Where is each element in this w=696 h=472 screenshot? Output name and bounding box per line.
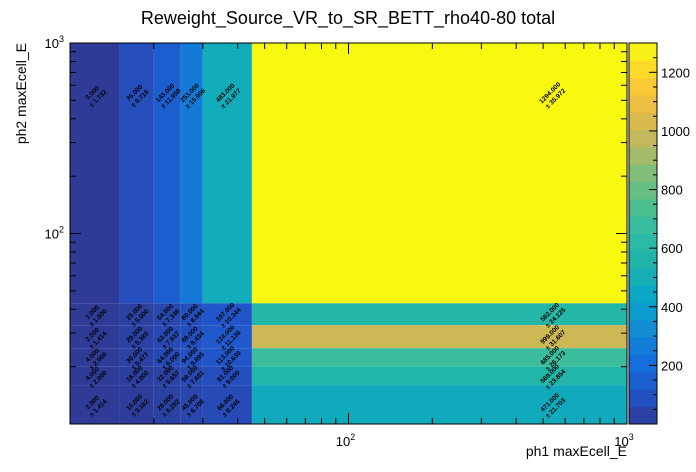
colorbar-tick-label: 1200	[661, 65, 690, 80]
heatmap-cell	[180, 43, 203, 304]
heatmap-cell	[70, 366, 120, 386]
colorbar-swatch	[629, 60, 657, 79]
colorbar-swatch	[629, 285, 657, 304]
heatmap-cell	[180, 325, 203, 349]
heatmap-cell	[202, 366, 252, 386]
heatmap-cell	[70, 303, 120, 326]
heatmap-cell	[180, 348, 203, 367]
heatmap-cell	[70, 385, 120, 424]
colorbar-swatch	[629, 198, 657, 217]
colorbar-swatch	[629, 43, 657, 61]
colorbar-swatch	[629, 302, 657, 321]
heatmap-cell	[180, 385, 203, 424]
heatmap-cell	[251, 366, 628, 386]
heatmap-cell	[251, 385, 628, 424]
colorbar-swatch	[629, 337, 657, 356]
heatmap-cell	[202, 325, 252, 349]
colorbar-tick-label: 1000	[661, 124, 690, 139]
heatmap-cell	[251, 325, 628, 349]
heatmap-cell	[153, 366, 181, 386]
heatmap-cell	[119, 303, 154, 326]
heatmap-cell	[70, 43, 120, 304]
colorbar-swatch	[629, 112, 657, 131]
heatmap-cell	[70, 348, 120, 367]
heatmap-cell	[251, 303, 628, 326]
heatmap-cell	[70, 325, 120, 349]
colorbar-tick-label: 400	[661, 300, 683, 315]
heatmap-cell	[202, 348, 252, 367]
colorbar-swatch	[629, 354, 657, 373]
heatmap-cell	[119, 43, 154, 304]
heatmap-cell	[251, 43, 628, 304]
x-tick-label: 103	[614, 432, 633, 449]
heatmap-cell	[153, 348, 181, 367]
y-tick-label: 102	[45, 225, 64, 242]
chart-title: Reweight_Source_VR_to_SR_BETT_rho40-80 t…	[141, 8, 555, 29]
colorbar-swatch	[629, 164, 657, 183]
colorbar-swatch	[629, 181, 657, 200]
heatmap-cells	[70, 43, 628, 424]
y-tick-label: 103	[45, 34, 64, 51]
colorbar-swatch	[629, 268, 657, 286]
colorbar-swatch	[629, 320, 657, 338]
colorbar: 200 400 600 800 1000 1200	[628, 42, 690, 425]
colorbar-swatch	[629, 77, 657, 96]
heatmap-cell	[153, 303, 181, 326]
heatmap-cell	[202, 385, 252, 424]
heatmap-cell	[119, 385, 154, 424]
colorbar-swatch	[629, 146, 657, 165]
heatmap-cell	[119, 348, 154, 367]
colorbar-swatch	[629, 94, 657, 113]
heatmap-cell	[251, 348, 628, 367]
heatmap-cell	[202, 303, 252, 326]
colorbar-swatch	[629, 129, 657, 148]
heatmap-cell	[153, 43, 181, 304]
x-axis-label: ph1 maxEcell_E	[526, 443, 627, 459]
heatmap-cell	[153, 325, 181, 349]
heatmap-cell	[180, 303, 203, 326]
colorbar-swatch	[629, 372, 657, 390]
heatmap-cell	[153, 385, 181, 424]
colorbar-swatch	[629, 216, 657, 234]
colorbar-swatch	[629, 389, 657, 408]
colorbar-swatch	[629, 233, 657, 252]
colorbar-swatch	[629, 250, 657, 269]
colorbar-tick-label: 800	[661, 183, 683, 198]
y-axis-label: ph2 maxEcell_E	[13, 43, 29, 144]
heatmap-cell	[119, 325, 154, 349]
colorbar-swatch	[629, 406, 657, 425]
heatmap-cell	[202, 43, 252, 304]
heatmap-cell	[119, 366, 154, 386]
x-tick-label: 102	[336, 432, 355, 449]
heatmap-cell	[180, 366, 203, 386]
colorbar-tick-label: 200	[661, 358, 683, 373]
colorbar-tick-label: 600	[661, 241, 683, 256]
tick-labels: 102 103 102 103	[45, 34, 634, 449]
axis-ticks	[69, 42, 628, 425]
